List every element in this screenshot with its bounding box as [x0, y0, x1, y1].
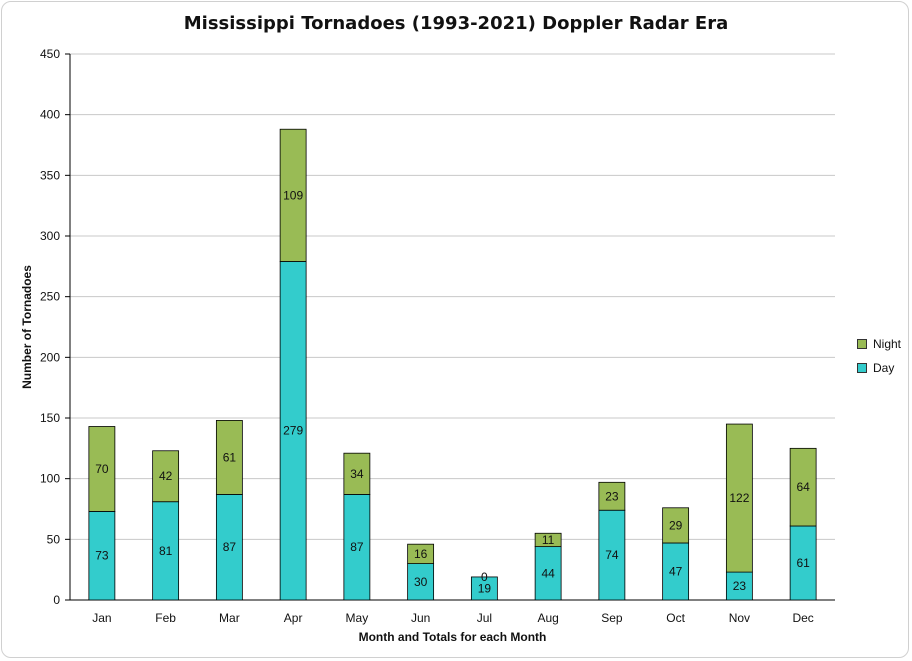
data-label-night-nov: 122: [729, 491, 749, 505]
data-label-night-jul: 0: [481, 570, 488, 584]
legend: Night Day: [857, 332, 901, 380]
data-label-night-jan: 70: [95, 462, 109, 476]
x-tick-label: May: [346, 611, 369, 625]
x-tick-label: Nov: [729, 611, 750, 625]
data-label-day-oct: 47: [669, 564, 683, 578]
bar-night-jun: [407, 543, 435, 564]
bar-night-oct: [662, 507, 690, 544]
y-tick-label: 350: [40, 168, 60, 182]
data-label-day-jul: 19: [478, 581, 492, 595]
bar-day-jan: [88, 511, 116, 601]
data-label-day-aug: 44: [541, 566, 555, 580]
legend-swatch-night: [857, 339, 867, 349]
data-label-night-jun: 16: [414, 547, 428, 561]
data-label-day-feb: 81: [159, 544, 173, 558]
x-tick-label: Feb: [155, 611, 176, 625]
x-tick-label: Oct: [666, 611, 685, 625]
bar-day-aug: [534, 546, 562, 601]
chart-title: Mississippi Tornadoes (1993-2021) Dopple…: [183, 13, 729, 34]
bar-night-jan: [88, 426, 116, 512]
x-tick-label: Apr: [284, 611, 303, 625]
data-label-night-mar: 61: [223, 450, 237, 464]
bar-day-mar: [215, 494, 243, 601]
legend-swatch-day: [857, 363, 867, 373]
bar-day-oct: [662, 542, 690, 601]
data-label-night-feb: 42: [159, 469, 173, 483]
data-label-day-sep: 74: [605, 548, 619, 562]
bar-day-jun: [407, 563, 435, 601]
bar-night-dec: [789, 447, 817, 527]
data-label-day-nov: 23: [733, 579, 747, 593]
bar-day-jul: [470, 576, 498, 601]
bar-day-may: [343, 494, 371, 601]
x-tick-label: Jun: [411, 611, 430, 625]
y-tick-label: 0: [53, 593, 60, 607]
bar-day-sep: [598, 509, 626, 601]
x-tick-label: Jul: [477, 611, 492, 625]
y-tick-label: 300: [40, 229, 60, 243]
bar-day-feb: [152, 501, 180, 601]
data-label-night-dec: 64: [796, 480, 810, 494]
bar-night-sep: [598, 481, 626, 511]
y-tick-label: 50: [47, 532, 61, 546]
legend-item-night: Night: [857, 332, 901, 356]
x-axis-label: Month and Totals for each Month: [358, 630, 547, 644]
data-label-night-apr: 109: [283, 188, 303, 202]
data-label-day-dec: 61: [796, 556, 810, 570]
bar-night-nov: [725, 423, 753, 573]
legend-item-day: Day: [857, 356, 901, 380]
bar-night-may: [343, 452, 371, 495]
x-tick-label: Aug: [537, 611, 558, 625]
y-tick-label: 100: [40, 472, 60, 486]
bar-night-apr: [279, 128, 307, 262]
data-label-night-sep: 23: [605, 489, 619, 503]
y-tick-label: 450: [40, 47, 60, 61]
y-tick-label: 400: [40, 108, 60, 122]
y-tick-label: 200: [40, 350, 60, 364]
x-tick-label: Mar: [219, 611, 240, 625]
y-tick-label: 250: [40, 290, 60, 304]
data-label-night-may: 34: [350, 467, 364, 481]
legend-label-day: Day: [873, 361, 895, 375]
x-tick-label: Sep: [601, 611, 623, 625]
data-label-night-oct: 29: [669, 518, 683, 532]
bar-night-aug: [534, 532, 562, 548]
x-tick-label: Jan: [92, 611, 111, 625]
y-tick-label: 150: [40, 411, 60, 425]
data-label-day-jan: 73: [95, 549, 109, 563]
bar-night-feb: [152, 450, 180, 503]
data-label-day-may: 87: [350, 540, 364, 554]
data-label-night-aug: 11: [542, 533, 555, 547]
x-tick-label: Dec: [792, 611, 813, 625]
data-label-day-jun: 30: [414, 575, 428, 589]
data-label-day-mar: 87: [223, 540, 237, 554]
bar-day-apr: [279, 261, 307, 601]
legend-label-night: Night: [873, 337, 902, 351]
data-label-day-apr: 279: [283, 424, 303, 438]
bar-night-mar: [215, 420, 243, 495]
bar-day-dec: [789, 525, 817, 601]
